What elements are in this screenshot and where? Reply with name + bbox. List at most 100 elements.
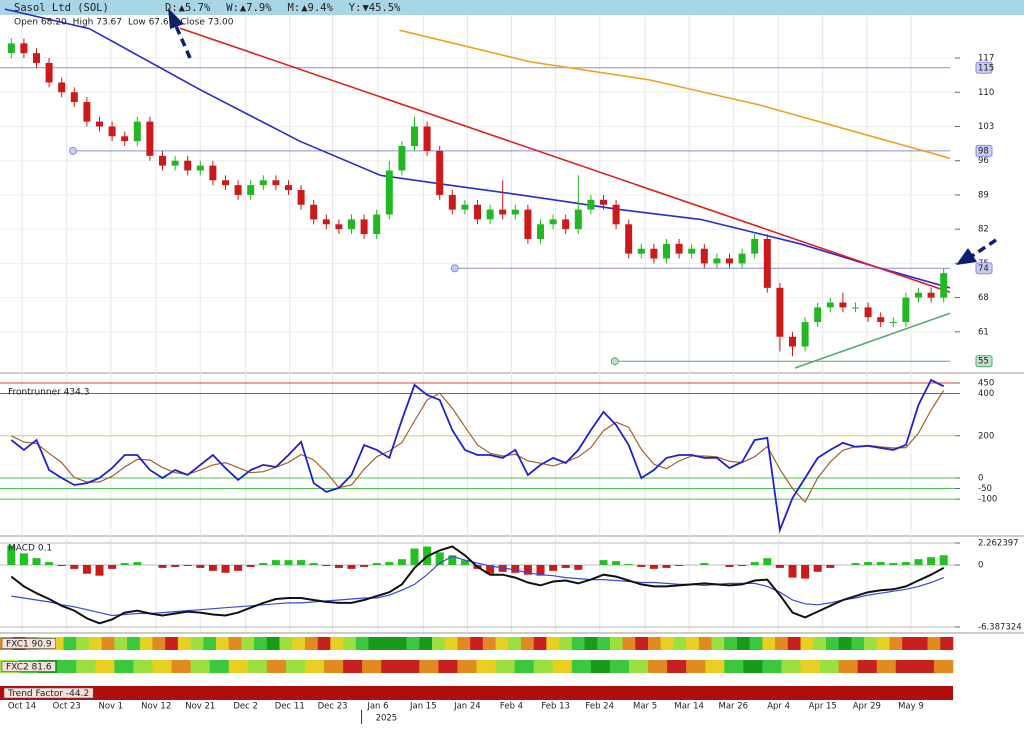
histogram-bar <box>725 564 734 567</box>
x-tick-label: Nov 21 <box>185 702 215 712</box>
candle-body <box>663 243 670 259</box>
candle-body <box>196 165 204 171</box>
indicator-line <box>10 545 945 625</box>
histogram-bar <box>675 564 684 566</box>
candle-body <box>700 248 708 264</box>
heat-cell <box>88 637 102 650</box>
change-value: ▲5.7% <box>179 2 211 14</box>
candle-body <box>222 180 229 186</box>
candle-body <box>7 43 15 54</box>
heat-cell <box>152 660 172 673</box>
histogram-bar <box>649 564 658 569</box>
level-label: 55 <box>978 357 989 367</box>
candle-body <box>637 248 645 254</box>
heat-cell <box>266 660 287 673</box>
x-tick-label: Feb 13 <box>541 702 570 712</box>
candle-body <box>713 258 721 264</box>
heat-cell <box>381 660 401 673</box>
heat-cell <box>177 637 191 650</box>
candle-body <box>587 199 595 210</box>
histogram-bar <box>322 564 331 566</box>
candle-body <box>650 248 658 259</box>
change-label: Y: <box>349 2 362 14</box>
heat-cell <box>889 637 903 650</box>
histogram-bar <box>914 559 923 565</box>
candle-body <box>688 248 696 254</box>
heat-cell <box>635 637 649 650</box>
histogram-bar <box>385 562 394 565</box>
x-tick-label: Feb 4 <box>500 702 523 712</box>
heat-cell <box>457 637 471 650</box>
histogram-bar <box>221 564 230 573</box>
heat-cell <box>787 637 801 650</box>
heat-cell <box>228 637 242 650</box>
x-tick-label: Mar 26 <box>718 702 748 712</box>
change-label: M: <box>288 2 301 14</box>
candle-body <box>524 209 532 239</box>
trend-factor-label-box <box>3 687 94 699</box>
level-label-box <box>975 355 993 368</box>
heat-cell <box>876 660 897 673</box>
header-bar <box>0 0 1024 15</box>
x-tick-label: May 9 <box>898 702 924 712</box>
heat-cell <box>819 660 839 673</box>
histogram-bar <box>574 564 583 570</box>
heat-cell <box>927 637 941 650</box>
histogram-bar <box>360 564 369 567</box>
quote-value: Open 68.20 <box>14 18 67 28</box>
heat-cell <box>609 637 623 650</box>
x-tick-label: Oct 14 <box>8 702 36 712</box>
heat-cell <box>63 637 77 650</box>
heat-cell <box>432 637 446 650</box>
year-label: 2025 <box>376 714 398 724</box>
heat-cell <box>304 660 325 673</box>
heat-cell <box>552 660 573 673</box>
candle-body <box>612 204 620 225</box>
histogram-bar <box>700 563 709 565</box>
y-tick-label: 68 <box>978 293 989 303</box>
y-tick-label: 450 <box>978 378 994 388</box>
histogram-bar <box>7 545 16 565</box>
heat-cell <box>133 660 153 673</box>
candle-body <box>549 219 557 225</box>
heat-cell <box>571 660 592 673</box>
candle-body <box>751 238 759 254</box>
x-tick-label: Dec 2 <box>233 702 258 712</box>
heat-cell <box>590 660 611 673</box>
histogram-bar <box>662 564 671 568</box>
annotation-arrow <box>956 238 997 265</box>
heat-cell <box>686 637 700 650</box>
histogram-bar <box>851 563 860 565</box>
y-tick-label: 400 <box>978 389 994 399</box>
histogram-bar <box>738 564 747 566</box>
heat-cell <box>241 637 255 650</box>
heat-cell <box>711 637 725 650</box>
histogram-bar <box>801 564 810 579</box>
heat-cell <box>57 660 77 673</box>
candle-body <box>297 190 305 205</box>
heat-cell <box>686 660 706 673</box>
heat-cell <box>495 637 509 650</box>
heat-cell <box>648 660 668 673</box>
histogram-bar <box>460 560 469 565</box>
heat-cell <box>482 637 496 650</box>
histogram-bar <box>612 561 621 565</box>
heat-cell <box>902 637 916 650</box>
candle-body <box>58 82 66 93</box>
heat-cell <box>940 637 954 650</box>
heat-cell <box>838 660 858 673</box>
heat-cell <box>279 637 293 650</box>
y-tick-label: 0 <box>978 560 983 570</box>
candle-body <box>33 53 40 63</box>
x-tick-label: Jan 24 <box>453 702 481 712</box>
histogram-bar <box>108 564 117 569</box>
x-tick-label: Apr 4 <box>767 702 790 712</box>
annotation-arrow <box>168 8 192 59</box>
x-tick-label: Nov 1 <box>98 702 123 712</box>
histogram-bar <box>435 552 444 565</box>
histogram-bar <box>120 563 129 565</box>
heat-cell <box>76 660 96 673</box>
heat-cell <box>724 637 738 650</box>
x-tick-label: Jan 15 <box>409 702 437 712</box>
